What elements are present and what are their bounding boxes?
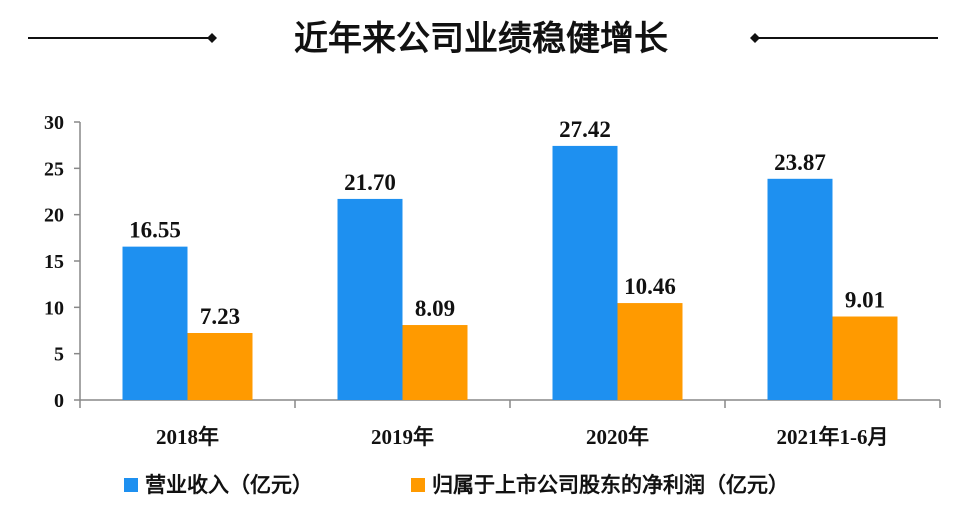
bar-net-profit <box>832 316 898 400</box>
x-tick-label: 2018年 <box>156 425 219 449</box>
bar-revenue <box>337 198 403 400</box>
bar-revenue <box>122 246 188 400</box>
data-label-net-profit: 8.09 <box>415 296 455 321</box>
bars <box>122 145 898 400</box>
legend-label-revenue: 营业收入（亿元） <box>145 473 313 497</box>
y-tick-label: 30 <box>44 112 64 134</box>
x-tick-label: 2021年1-6月 <box>777 425 889 449</box>
data-label-revenue: 23.87 <box>774 150 826 175</box>
x-tick-label: 2019年 <box>371 425 434 449</box>
legend-label-net-profit: 归属于上市公司股东的净利润（亿元） <box>432 473 789 497</box>
legend-swatch-net-profit <box>411 478 425 492</box>
data-label-revenue: 16.55 <box>129 218 181 243</box>
x-tick-label: 2020年 <box>586 425 649 449</box>
legend: 营业收入（亿元） 归属于上市公司股东的净利润（亿元） <box>124 473 789 497</box>
x-ticks: 2018年 2019年 2020年 2021年1-6月 <box>79 400 941 449</box>
bar-net-profit <box>187 333 253 400</box>
data-label-revenue: 27.42 <box>559 117 611 142</box>
data-label-revenue: 21.70 <box>344 170 396 195</box>
data-label-net-profit: 9.01 <box>845 288 885 313</box>
bar-revenue <box>552 145 618 400</box>
chart-title: 近年来公司业绩稳健增长 <box>294 19 668 59</box>
y-tick-label: 0 <box>54 390 64 412</box>
y-tick-label: 5 <box>54 344 64 366</box>
legend-swatch-revenue <box>124 478 138 492</box>
y-tick-label: 20 <box>44 205 64 227</box>
bar-revenue <box>767 178 833 400</box>
y-tick-label: 10 <box>44 297 64 319</box>
title-decoration <box>28 33 938 43</box>
y-ticks: 0 5 10 15 20 25 30 <box>44 112 80 412</box>
y-tick-label: 15 <box>44 251 64 273</box>
title-diamond-left <box>207 33 217 43</box>
y-tick-label: 25 <box>44 158 64 180</box>
bar-net-profit <box>402 325 468 400</box>
data-label-net-profit: 7.23 <box>200 304 240 329</box>
value-labels: 16.55 7.23 21.70 8.09 27.42 10.46 23.87 9.01 <box>129 117 885 329</box>
bar-net-profit <box>617 303 683 400</box>
data-label-net-profit: 10.46 <box>624 274 676 299</box>
